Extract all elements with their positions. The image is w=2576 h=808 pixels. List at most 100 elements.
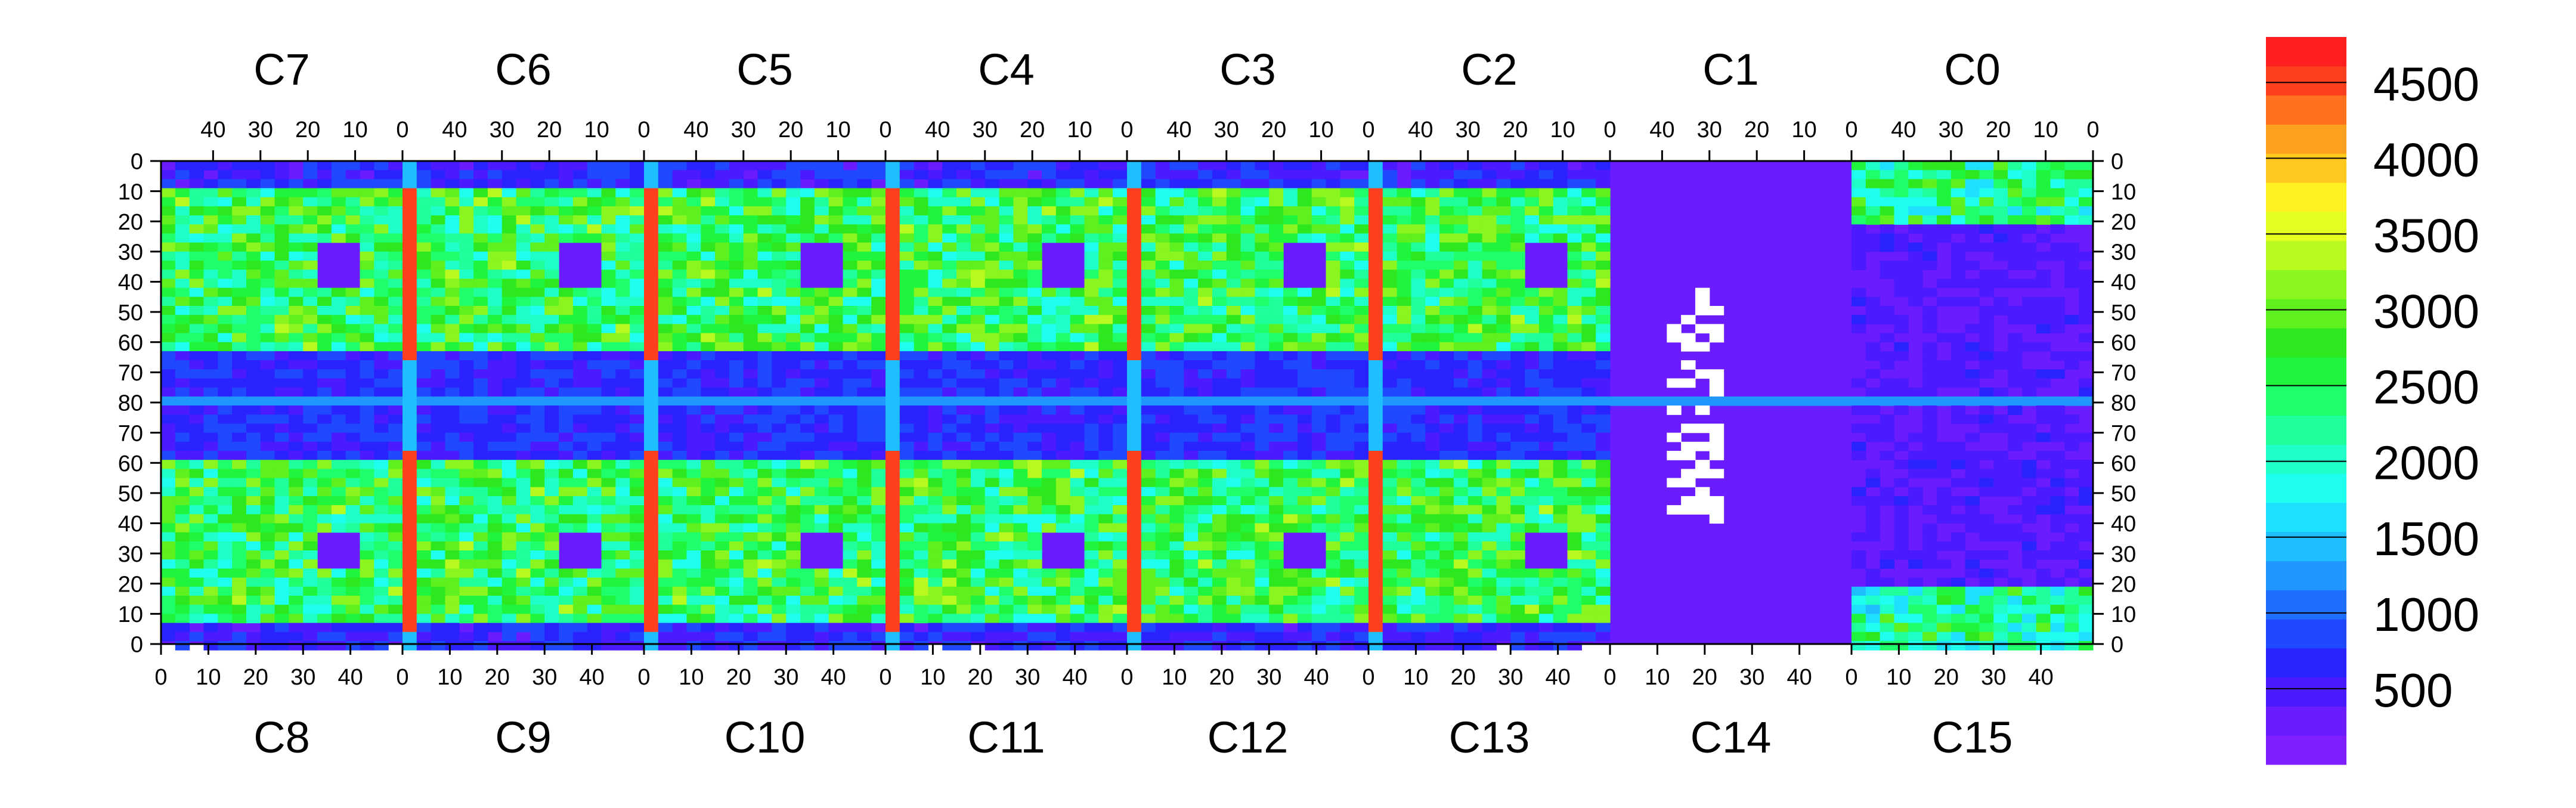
heatmap-cell <box>772 586 787 596</box>
heatmap-cell <box>445 631 460 642</box>
heatmap-cell <box>1510 351 1525 361</box>
heatmap-cell <box>218 496 233 506</box>
heatmap-cell <box>431 631 446 642</box>
heatmap-cell <box>402 541 417 551</box>
heatmap-cell <box>1127 631 1142 642</box>
heatmap-cell <box>303 342 318 352</box>
heatmap-cell <box>630 296 645 307</box>
heatmap-cell <box>260 224 275 234</box>
heatmap-cell <box>942 623 957 633</box>
heatmap-cell <box>232 206 247 216</box>
heatmap-cell <box>388 342 403 352</box>
heatmap-cell <box>1297 623 1312 633</box>
heatmap-cell <box>729 369 744 379</box>
heatmap-cell <box>1297 432 1312 442</box>
heatmap-cell <box>218 441 233 451</box>
heatmap-cell <box>1368 478 1383 488</box>
heatmap-cell <box>246 315 261 324</box>
heatmap-cell <box>1212 179 1227 189</box>
heatmap-cell <box>1439 324 1454 334</box>
heatmap-cell <box>999 224 1014 234</box>
heatmap-cell <box>1255 487 1270 497</box>
heatmap-cell <box>630 469 645 479</box>
heatmap-cell <box>644 523 659 533</box>
heatmap-cell <box>374 342 389 352</box>
heatmap-cell <box>274 179 290 189</box>
heatmap-cell <box>1127 251 1142 261</box>
heatmap-cell <box>658 505 673 515</box>
heatmap-cell <box>1496 441 1511 451</box>
heatmap-cell <box>232 640 247 651</box>
heatmap-cell <box>1226 586 1241 596</box>
heatmap-cell <box>1155 197 1171 207</box>
heatmap-cell <box>175 387 190 397</box>
heatmap-cell <box>984 360 1000 370</box>
heatmap-cell <box>1070 215 1085 225</box>
heatmap-cell <box>1382 233 1398 243</box>
heatmap-cell <box>530 251 545 261</box>
heatmap-cell <box>1382 396 1398 406</box>
heatmap-cell <box>1425 161 1440 171</box>
heatmap-cell <box>1467 378 1483 388</box>
heatmap-cell <box>246 396 261 406</box>
heatmap-cell <box>686 460 701 469</box>
heatmap-cell <box>1055 405 1071 415</box>
heatmap-cell <box>601 405 616 415</box>
heatmap-cell <box>743 188 758 198</box>
heatmap-cell <box>644 206 659 216</box>
heatmap-cell <box>871 170 886 179</box>
heatmap-cell <box>984 405 1000 415</box>
heatmap-cell <box>473 242 488 252</box>
heatmap-cell <box>1070 478 1085 488</box>
heatmap-cell <box>729 378 744 388</box>
heatmap-cell <box>1382 414 1398 425</box>
heatmap-cell <box>1297 568 1312 578</box>
heatmap-cell <box>800 287 815 298</box>
heatmap-cell <box>374 378 389 388</box>
heatmap-cell <box>899 261 915 270</box>
heatmap-cell <box>743 278 758 289</box>
heatmap-cell <box>828 206 844 216</box>
heatmap-cell <box>1169 523 1184 533</box>
heatmap-cell <box>1368 423 1383 434</box>
heatmap-cell <box>1240 351 1256 361</box>
heatmap-cell <box>445 478 460 488</box>
heatmap-cell <box>459 233 474 243</box>
heatmap-cell <box>970 605 986 614</box>
heatmap-cell <box>1382 296 1398 307</box>
heatmap-cell <box>189 215 205 225</box>
heatmap-cell <box>331 405 346 415</box>
heatmap-cell <box>843 568 857 578</box>
heatmap-cell <box>559 487 574 497</box>
heatmap-cell <box>871 360 886 370</box>
heatmap-cell <box>1084 586 1099 596</box>
heatmap-cell <box>630 360 645 370</box>
heatmap-cell <box>1255 514 1270 524</box>
heatmap-cell <box>501 387 517 397</box>
heatmap-cell <box>1354 487 1369 497</box>
heatmap-cell <box>1184 369 1199 379</box>
heatmap-cell <box>1169 496 1184 506</box>
heatmap-cell <box>345 496 361 506</box>
heatmap-cell <box>899 170 915 179</box>
heatmap-cell <box>857 351 872 361</box>
heatmap-cell <box>1297 423 1312 434</box>
heatmap-cell <box>1482 278 1497 289</box>
heatmap-cell <box>203 423 218 434</box>
heatmap-cell <box>1240 387 1256 397</box>
heatmap-cell <box>1141 605 1156 614</box>
heatmap-cell <box>161 306 176 315</box>
heatmap-cell <box>1397 478 1412 488</box>
heatmap-cell <box>1510 469 1525 479</box>
heatmap-cell <box>161 586 176 596</box>
heatmap-cell <box>473 342 488 352</box>
heatmap-cell <box>374 432 389 442</box>
heatmap-cell <box>1226 469 1241 479</box>
heatmap-cell <box>501 287 517 298</box>
heatmap-cell <box>601 387 616 397</box>
heatmap-cell <box>402 315 417 324</box>
heatmap-cell <box>658 396 673 406</box>
heatmap-cell <box>757 215 773 225</box>
heatmap-cell <box>1283 161 1298 171</box>
heatmap-cell <box>615 224 630 234</box>
